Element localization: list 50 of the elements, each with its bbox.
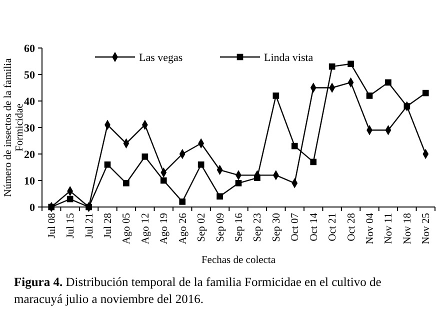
- x-tick-label: Sep 02: [196, 213, 208, 242]
- y-tick-label: 20: [24, 148, 36, 161]
- x-tick-label: Jul 15: [66, 213, 77, 238]
- x-tick-label: Nov 11: [384, 213, 395, 244]
- x-tick-label: Nov 18: [402, 213, 414, 244]
- y-tick-label: 50: [24, 69, 36, 82]
- text: Figura 4. Distribución temporal de la familia Formicidae en el cultivo de maracuyá julio a noviembre del 2016.: [14, 275, 382, 306]
- y-tick-label: 40: [24, 96, 36, 108]
- x-tick-label: Oct 07: [290, 213, 302, 242]
- y-tick-label: 60: [24, 42, 36, 55]
- x-tick-label: Sep 09: [215, 213, 226, 242]
- point: [179, 198, 186, 205]
- x-tick-label: Ago 19: [159, 213, 170, 244]
- x-tick-label: Sep 30: [271, 213, 282, 242]
- y-tick-label: 30: [24, 122, 36, 134]
- x-tick-label: Jul 28: [103, 213, 114, 238]
- x-tick-label: Nov 25: [421, 213, 432, 244]
- x-tick-label: Ago 12: [140, 213, 152, 244]
- point: [291, 142, 298, 150]
- point: [66, 196, 74, 202]
- x-tick-label: Sep 16: [234, 213, 245, 242]
- x-tick-label: Oct 21: [328, 213, 339, 242]
- point: [160, 177, 167, 184]
- point: [216, 193, 223, 200]
- y-tick-label: 0: [30, 202, 36, 214]
- x-tick-label: Nov 04: [365, 212, 376, 244]
- x-tick-label: Sep 23: [252, 213, 264, 242]
- point: [422, 90, 429, 96]
- point: [385, 79, 392, 86]
- point: [123, 180, 130, 186]
- x-tick-label: Oct 28: [346, 213, 358, 242]
- x-axis-title: Fechas de colecta: [201, 255, 276, 266]
- point: [310, 158, 317, 166]
- y-axis-title: Número de insectos de la familia Formicidae: [2, 58, 26, 197]
- point: [104, 161, 111, 168]
- y-tick-label: 10: [24, 175, 36, 188]
- x-tick-label: Oct 14: [308, 212, 320, 242]
- point: [272, 92, 280, 99]
- point: [198, 161, 204, 168]
- legend-label: Linda vista: [264, 52, 314, 64]
- x-tick-label: Ago 05: [122, 213, 133, 244]
- point: [142, 153, 148, 160]
- x-tick-label: Ago 26: [178, 213, 189, 244]
- point: [235, 180, 242, 186]
- x-tick-label: Jul 21: [84, 213, 96, 238]
- point: [366, 92, 373, 99]
- x-tick-label: Jul 08: [46, 213, 58, 238]
- point: [328, 63, 336, 70]
- legend-label: Las vegas: [139, 52, 183, 64]
- point: [348, 60, 354, 68]
